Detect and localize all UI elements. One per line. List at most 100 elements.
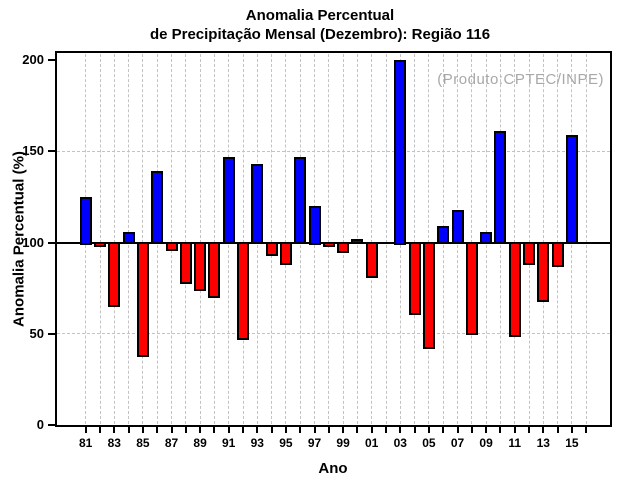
bar-96 xyxy=(294,156,307,245)
bar-87 xyxy=(165,241,178,251)
x-tick-label: 15 xyxy=(565,436,579,450)
product-watermark: (Produto:CPTEC/INPE) xyxy=(437,71,604,88)
vertical-gridline xyxy=(585,54,587,424)
bar-81 xyxy=(79,196,92,245)
x-tick-label: 93 xyxy=(250,436,264,450)
x-tick-label: 83 xyxy=(107,436,121,450)
vertical-gridline xyxy=(385,54,387,424)
y-tick xyxy=(48,332,55,335)
vertical-gridline xyxy=(199,54,201,424)
x-tick xyxy=(499,427,502,433)
bar-00 xyxy=(351,238,364,245)
y-tick-label: 150 xyxy=(22,143,44,159)
bar-83 xyxy=(108,241,121,308)
vertical-gridline xyxy=(328,54,330,424)
x-tick xyxy=(184,427,187,433)
y-tick-label: 50 xyxy=(29,325,44,341)
vertical-gridline xyxy=(514,54,516,424)
x-tick xyxy=(113,427,116,433)
x-tick-label: 85 xyxy=(136,436,150,450)
bar-07 xyxy=(451,209,464,245)
x-tick-label: 05 xyxy=(422,436,436,450)
x-tick xyxy=(284,427,287,433)
vertical-gridline xyxy=(414,54,416,424)
x-tick xyxy=(542,427,545,433)
x-tick xyxy=(299,427,302,433)
horizontal-gridline xyxy=(57,333,610,335)
x-tick xyxy=(456,427,459,433)
bar-98 xyxy=(322,241,335,248)
x-tick-label: 03 xyxy=(393,436,407,450)
x-tick-label: 95 xyxy=(279,436,293,450)
y-tick xyxy=(48,241,55,244)
x-tick-label: 81 xyxy=(79,436,93,450)
x-tick xyxy=(313,427,316,433)
vertical-gridline xyxy=(113,54,115,424)
x-tick-label: 91 xyxy=(222,436,236,450)
bar-99 xyxy=(337,241,350,253)
x-tick xyxy=(485,427,488,433)
bar-92 xyxy=(237,241,249,341)
x-tick-label: 89 xyxy=(193,436,207,450)
bar-15 xyxy=(565,134,578,245)
x-tick xyxy=(270,427,273,433)
x-tick xyxy=(356,427,359,433)
bar-89 xyxy=(194,241,207,291)
bar-08 xyxy=(465,241,478,335)
bar-12 xyxy=(523,241,535,266)
x-tick xyxy=(399,427,402,433)
x-tick xyxy=(413,427,416,433)
horizontal-gridline xyxy=(57,150,610,152)
bar-82 xyxy=(94,241,106,248)
x-tick xyxy=(256,427,259,433)
x-axis-title: Ano xyxy=(318,460,348,477)
x-tick-label: 87 xyxy=(164,436,179,450)
vertical-gridline xyxy=(271,54,273,424)
x-tick-label: 01 xyxy=(365,436,379,450)
x-tick-label: 09 xyxy=(479,436,493,450)
chart-title-line2: de Precipitação Mensal (Dezembro): Regiã… xyxy=(149,26,491,43)
bar-06 xyxy=(437,226,450,245)
y-tick-label: 200 xyxy=(22,52,44,67)
x-tick-label: 11 xyxy=(508,436,522,450)
vertical-gridline xyxy=(542,54,544,424)
bar-85 xyxy=(136,241,149,357)
vertical-gridline xyxy=(371,54,373,424)
vertical-gridline xyxy=(285,54,287,424)
bar-94 xyxy=(265,241,278,257)
vertical-gridline xyxy=(471,54,473,424)
x-tick xyxy=(585,427,588,433)
x-tick xyxy=(385,427,387,433)
vertical-gridline xyxy=(557,54,559,424)
x-tick xyxy=(84,427,87,433)
bar-93 xyxy=(251,164,264,245)
x-tick xyxy=(427,427,430,433)
x-tick xyxy=(99,427,101,433)
bar-88 xyxy=(179,241,192,284)
y-tick-label: 0 xyxy=(36,417,44,432)
x-tick-label: 13 xyxy=(536,436,550,450)
y-tick-label: 100 xyxy=(22,234,44,250)
bar-84 xyxy=(122,231,135,245)
x-tick xyxy=(342,427,345,433)
bar-01 xyxy=(365,241,378,279)
chart-title-line1: Anomalia Percentual xyxy=(245,7,395,24)
vertical-gridline xyxy=(171,54,172,424)
bar-05 xyxy=(422,241,435,350)
x-tick xyxy=(213,427,216,433)
x-tick-label: 07 xyxy=(450,436,465,450)
x-tick-label: 97 xyxy=(307,436,322,450)
vertical-gridline xyxy=(213,54,215,424)
x-tick xyxy=(442,427,445,433)
y-tick xyxy=(48,59,55,61)
vertical-gridline xyxy=(142,54,144,424)
x-tick xyxy=(170,427,173,433)
vertical-gridline xyxy=(428,54,430,424)
bar-04 xyxy=(408,241,421,315)
bar-14 xyxy=(551,241,564,268)
x-tick xyxy=(528,427,530,433)
x-tick xyxy=(242,427,244,433)
bar-11 xyxy=(508,241,521,337)
bar-86 xyxy=(151,171,164,245)
bar-10 xyxy=(494,131,507,245)
